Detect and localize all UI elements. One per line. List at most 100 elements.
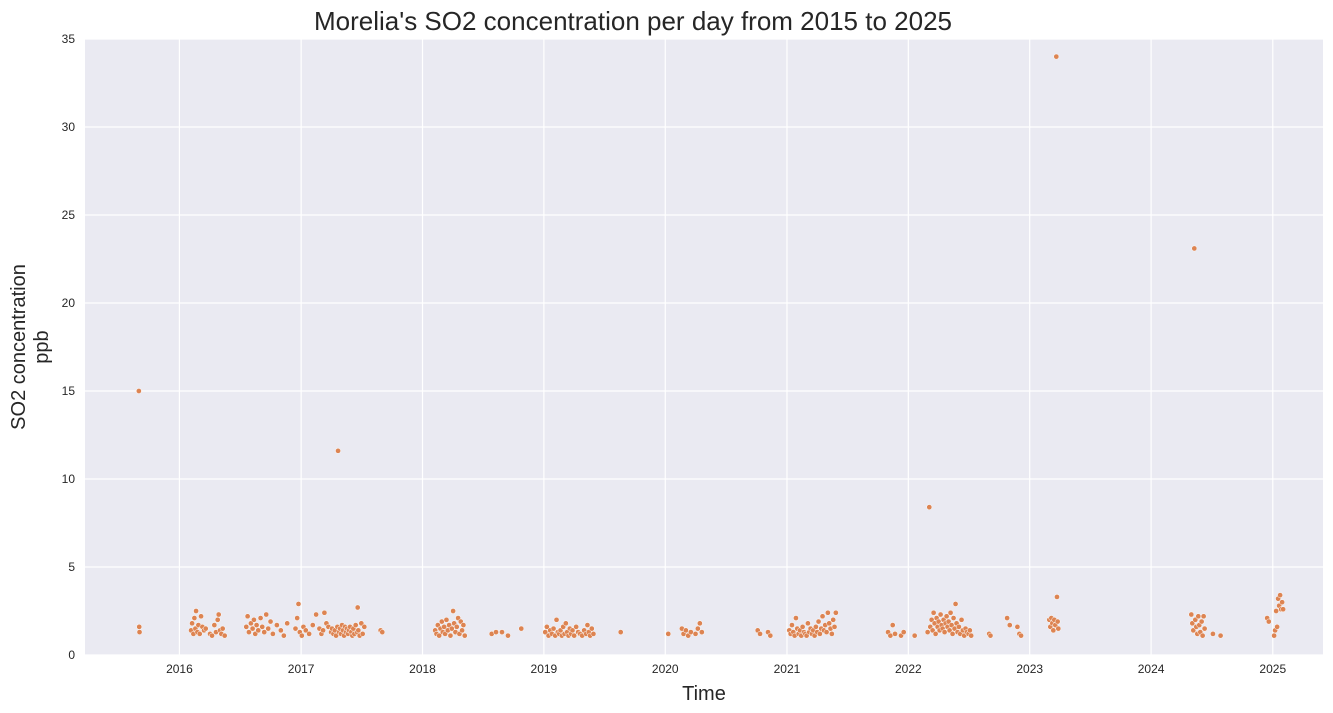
data-point bbox=[692, 631, 699, 637]
data-point bbox=[298, 632, 305, 639]
data-point bbox=[584, 622, 591, 628]
data-point bbox=[696, 620, 703, 627]
data-point bbox=[683, 627, 689, 634]
data-point bbox=[1217, 632, 1224, 639]
data-point bbox=[306, 631, 312, 637]
y-tick-label: 15 bbox=[62, 384, 76, 398]
data-point bbox=[590, 631, 597, 637]
y-tick-label: 20 bbox=[62, 296, 76, 310]
data-point bbox=[274, 622, 280, 628]
data-point bbox=[1054, 594, 1060, 600]
data-point bbox=[443, 616, 450, 623]
data-point bbox=[320, 627, 326, 634]
data-point bbox=[1199, 632, 1206, 639]
y-tick-label: 10 bbox=[62, 472, 76, 486]
data-point bbox=[1195, 613, 1202, 620]
data-point bbox=[1265, 618, 1272, 625]
data-point bbox=[447, 632, 454, 639]
data-point bbox=[987, 632, 994, 639]
data-point bbox=[309, 622, 316, 628]
data-point bbox=[1280, 606, 1286, 613]
data-point bbox=[819, 613, 826, 620]
data-point bbox=[219, 625, 226, 632]
data-point bbox=[355, 627, 362, 634]
data-point bbox=[1274, 623, 1280, 630]
data-point bbox=[1004, 615, 1010, 621]
x-tick-label: 2023 bbox=[1016, 662, 1043, 676]
data-point bbox=[211, 622, 218, 628]
data-point bbox=[550, 625, 557, 632]
data-point bbox=[379, 629, 386, 635]
data-point bbox=[924, 629, 931, 635]
y-tick-label: 35 bbox=[62, 32, 76, 46]
data-point bbox=[892, 631, 898, 637]
x-tick-label: 2017 bbox=[288, 662, 315, 676]
x-tick-label: 2021 bbox=[774, 662, 801, 676]
data-point bbox=[817, 631, 823, 637]
data-point bbox=[448, 625, 455, 632]
data-point bbox=[251, 616, 257, 623]
data-point bbox=[270, 631, 276, 637]
data-point bbox=[196, 631, 203, 637]
data-point bbox=[805, 620, 811, 627]
data-point bbox=[352, 622, 359, 628]
data-point bbox=[459, 627, 465, 634]
data-point bbox=[956, 623, 962, 630]
x-tick-label: 2022 bbox=[895, 662, 922, 676]
data-point bbox=[193, 608, 199, 614]
data-point bbox=[261, 629, 268, 635]
data-point bbox=[698, 629, 705, 635]
data-point bbox=[542, 629, 549, 635]
data-point bbox=[441, 623, 447, 630]
data-point bbox=[830, 616, 837, 623]
data-point bbox=[937, 611, 944, 618]
data-point bbox=[460, 622, 467, 628]
data-point bbox=[361, 623, 368, 630]
data-point bbox=[257, 615, 264, 621]
data-point bbox=[493, 629, 499, 635]
data-point bbox=[292, 625, 299, 632]
data-point bbox=[968, 632, 975, 639]
data-point bbox=[450, 608, 456, 614]
data-point bbox=[789, 622, 795, 628]
data-point bbox=[1198, 618, 1205, 625]
data-point bbox=[952, 601, 959, 607]
data-point bbox=[136, 629, 143, 635]
data-point bbox=[767, 632, 774, 639]
y-tick-label: 0 bbox=[68, 648, 75, 662]
chart-title: Morelia's SO2 concentration per day from… bbox=[314, 6, 952, 36]
data-point bbox=[569, 627, 576, 634]
data-point bbox=[1055, 625, 1062, 632]
data-point bbox=[799, 623, 806, 630]
data-point bbox=[278, 627, 284, 634]
data-point bbox=[436, 632, 442, 639]
data-point bbox=[215, 611, 222, 618]
x-tick-label: 2025 bbox=[1259, 662, 1286, 676]
data-point bbox=[694, 625, 701, 632]
x-axis-ticks: 2016 2017 2018 2019 2020 2021 2022 2023 2024 2025 bbox=[166, 662, 1286, 676]
x-tick-label: 2019 bbox=[531, 662, 558, 676]
data-point bbox=[941, 629, 948, 635]
data-point bbox=[214, 616, 221, 623]
data-point bbox=[359, 631, 366, 637]
data-point bbox=[1054, 618, 1061, 625]
data-point bbox=[281, 632, 287, 639]
data-point bbox=[967, 627, 973, 634]
data-point bbox=[562, 620, 569, 627]
data-point bbox=[926, 504, 933, 511]
data-point bbox=[295, 601, 302, 607]
data-point bbox=[202, 625, 209, 632]
data-point bbox=[505, 632, 511, 639]
scatter-points bbox=[136, 53, 1286, 639]
x-axis-label: Time bbox=[682, 683, 726, 705]
data-point bbox=[823, 629, 830, 635]
data-point bbox=[949, 631, 956, 637]
data-point bbox=[243, 623, 250, 630]
y-tick-label: 25 bbox=[62, 208, 76, 222]
data-point bbox=[335, 447, 341, 454]
data-point bbox=[461, 632, 468, 639]
data-point bbox=[1018, 632, 1024, 639]
data-point bbox=[1006, 622, 1013, 628]
data-point bbox=[1271, 632, 1277, 639]
